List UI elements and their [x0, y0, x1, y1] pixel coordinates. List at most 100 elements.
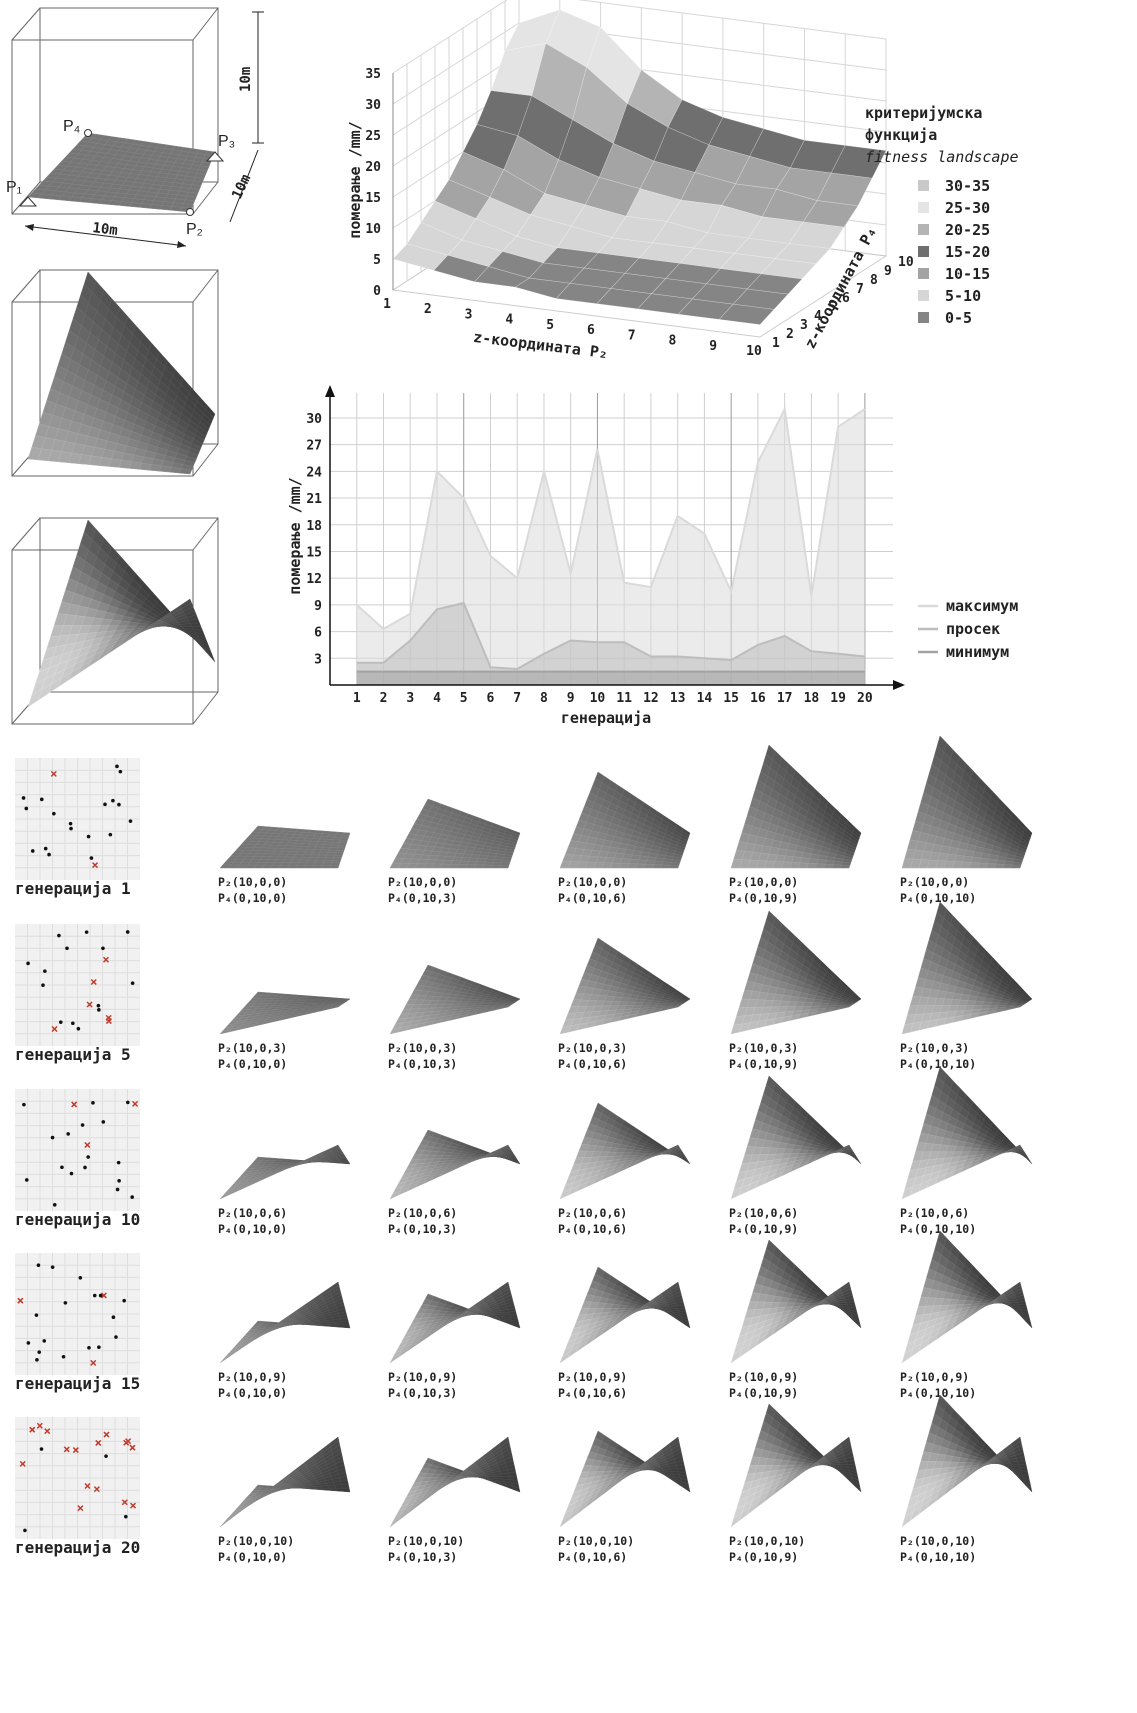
surface-cell: [1011, 864, 1022, 869]
y-tick-label: 9: [884, 264, 892, 279]
individual: [92, 862, 99, 869]
individual: [96, 1003, 101, 1008]
surface-cell: [774, 243, 831, 265]
cube-edge: [11, 269, 41, 303]
individual: [115, 764, 119, 769]
y-tick-label: 12: [306, 572, 322, 587]
surface-cell: [985, 863, 997, 869]
individual: [108, 832, 113, 837]
cell-label: P₄(0,10,3): [388, 1057, 457, 1071]
cell-label: P₂(10,0,9): [558, 1370, 627, 1384]
y-tick-label: 21: [306, 492, 322, 507]
arrowhead: [25, 224, 34, 231]
point-label: P₄: [63, 118, 80, 135]
individual: [50, 1135, 55, 1140]
individual: [118, 769, 123, 774]
population-panel: [15, 924, 140, 1046]
y-tick-label: 3: [314, 652, 322, 667]
individual: [36, 1263, 41, 1268]
arrowhead: [325, 385, 335, 397]
individual: [34, 1313, 39, 1317]
cube-edge: [11, 7, 41, 41]
cell-label: P₄(0,10,9): [729, 1057, 798, 1071]
surface-cell: [998, 1002, 1009, 1006]
surface-cell: [802, 200, 859, 228]
cube-edge: [192, 691, 219, 725]
cell-label: P₄(0,10,6): [558, 1386, 627, 1400]
grid-line: [392, 0, 508, 74]
y-tick-label: 6: [314, 626, 322, 641]
x-tick-label: 4: [433, 691, 441, 706]
cell-label: P₄(0,10,6): [558, 1222, 627, 1236]
surface-cell: [465, 864, 477, 869]
individual: [60, 1165, 64, 1170]
surface-cell: [482, 864, 493, 869]
cell-label: P₂(10,0,0): [388, 875, 457, 889]
surface-cell: [643, 864, 655, 869]
z-tick-label: 20: [365, 160, 381, 175]
surface-cell: [319, 849, 330, 853]
y-tick-label: 9: [314, 599, 322, 614]
individual: [111, 798, 115, 803]
individual: [47, 852, 51, 857]
surface-cell: [490, 864, 501, 869]
surface-cell: [303, 865, 315, 869]
x-tick-label: 4: [505, 313, 513, 328]
x-tick-label: 13: [670, 691, 686, 706]
grid-line: [392, 53, 520, 136]
cell-label: P₂(10,0,3): [558, 1041, 627, 1055]
individual: [89, 856, 94, 860]
legend-label: 5-10: [945, 287, 981, 305]
individual: [126, 1100, 130, 1105]
individual: [116, 1160, 121, 1165]
individual: [125, 930, 130, 934]
y-tick-label: 27: [306, 439, 322, 454]
x-tick-label: 12: [643, 691, 659, 706]
surface-cell: [314, 843, 325, 848]
individual: [98, 1293, 103, 1298]
cell-label: P₂(10,0,0): [729, 875, 798, 889]
y-tick-label: 18: [306, 519, 322, 534]
cell-label: P₄(0,10,0): [218, 891, 287, 905]
x-tick-label: 2: [380, 691, 388, 706]
individual: [24, 806, 29, 811]
individual: [122, 1298, 126, 1303]
population-panel: [15, 758, 140, 880]
generation-label: генерација 10: [15, 1210, 140, 1229]
surface-cell: [169, 206, 182, 212]
surface-cell: [816, 859, 827, 865]
surface-cell: [323, 860, 333, 864]
area: [356, 603, 865, 685]
surface-cell: [179, 468, 192, 475]
cell-label: P₄(0,10,3): [388, 891, 457, 905]
individual: [111, 1315, 116, 1320]
legend-swatch: [918, 312, 929, 323]
surface-cell: [499, 865, 510, 869]
individual: [97, 1345, 101, 1349]
individual: [86, 1155, 90, 1159]
surface-cell: [808, 858, 819, 864]
surface-cell: [635, 863, 647, 869]
individual: [39, 797, 44, 802]
cell-label: P₂(10,0,6): [729, 1206, 798, 1220]
individual: [41, 983, 45, 987]
z-tick-label: 15: [365, 191, 381, 206]
surface-cell: [467, 861, 478, 866]
individual: [117, 1179, 121, 1183]
y-tick-label: 1: [772, 336, 780, 351]
surface-cell: [840, 864, 851, 869]
individual: [50, 1265, 55, 1269]
cell-label: P₄(0,10,10): [900, 1222, 976, 1236]
surface-cell: [330, 862, 341, 866]
arrowhead: [893, 680, 905, 690]
surface-cell: [473, 864, 485, 869]
individual: [42, 1339, 47, 1343]
dimension-line: [24, 225, 187, 247]
surface-cell: [333, 855, 343, 859]
surface-cell: [977, 862, 989, 869]
individual: [43, 969, 47, 973]
individual: [26, 1341, 31, 1345]
cell-label: P₂(10,0,6): [900, 1206, 969, 1220]
cell-label: P₂(10,0,6): [388, 1206, 457, 1220]
